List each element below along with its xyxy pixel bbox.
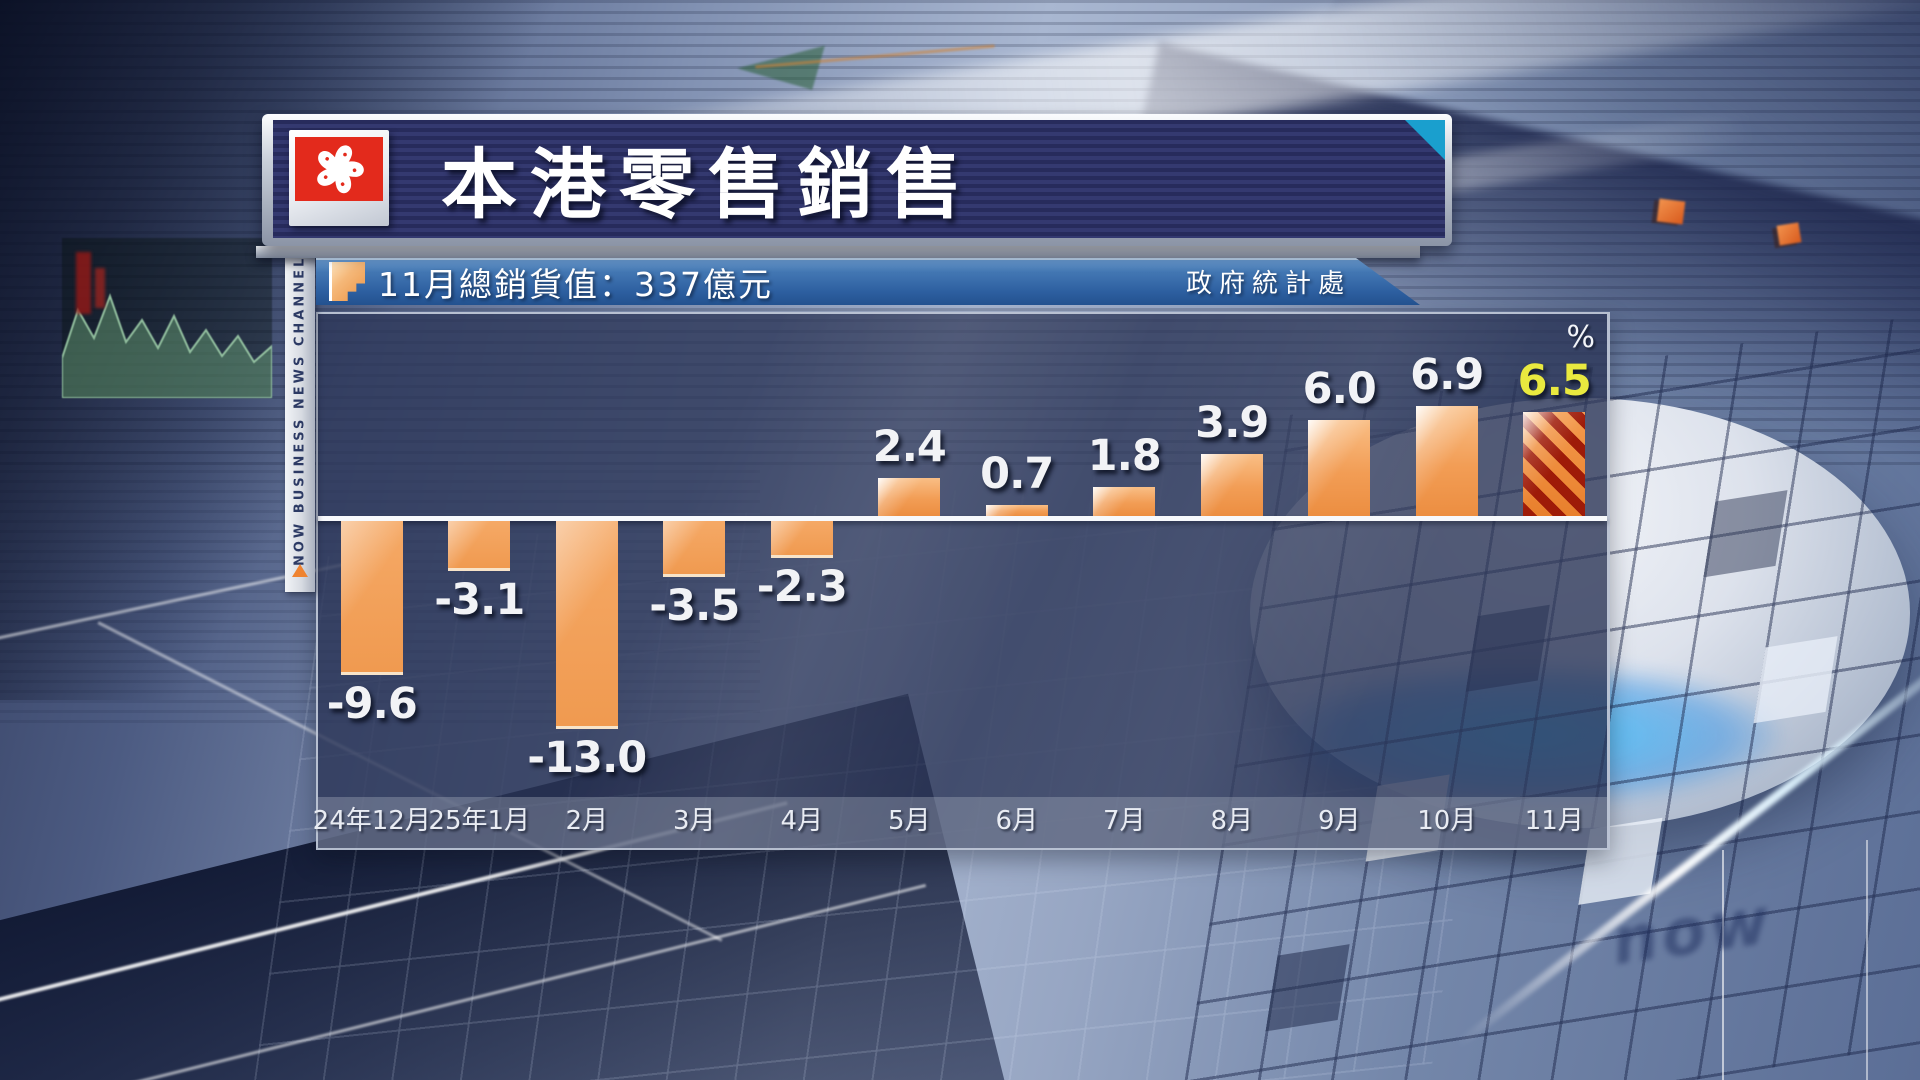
data-source-label: 政府統計處: [1186, 269, 1352, 299]
bar-value-label: -3.5: [649, 581, 740, 631]
x-axis-label: 8月: [1210, 806, 1254, 836]
bar-value-label: -2.3: [756, 562, 848, 612]
x-axis-label: 2月: [565, 806, 609, 836]
title-banner: 本港零售銷售: [262, 114, 1452, 246]
x-axis-label: 10月: [1417, 806, 1477, 836]
bar: [663, 521, 726, 577]
bar: [1200, 454, 1263, 516]
bar-value-label: -9.6: [326, 679, 418, 729]
metal-divider: [256, 246, 1420, 258]
bar: [340, 521, 403, 675]
bar-value-label: 0.7: [980, 449, 1054, 499]
bg-checker-cell: [1265, 944, 1350, 1032]
subtitle-bar: 11月總銷貨值：337億元 政府統計處: [316, 258, 1420, 305]
bar: [1415, 406, 1478, 516]
chart-panel: % -9.6 24年12月 -3.1 25年1月 -13.0 2月 -3.5 3月 -2.3 4月…: [313, 312, 1610, 850]
bg-red-bar-2: [95, 268, 105, 308]
page-title: 本港零售銷售: [441, 140, 975, 229]
bar: [770, 521, 833, 558]
bar: [985, 505, 1048, 516]
x-axis-band: [318, 797, 1607, 848]
mini-sparkline-chart: [62, 293, 272, 398]
title-banner-inner: 本港零售銷售: [273, 120, 1445, 238]
bg-red-bar: [76, 252, 91, 314]
x-axis-label: 6月: [995, 806, 1039, 836]
bar-value-label: -3.1: [434, 575, 525, 625]
x-axis-label: 5月: [887, 806, 931, 836]
zero-axis-line: [318, 516, 1607, 521]
subtitle-text: 11月總銷貨值：337億元: [378, 264, 773, 304]
bar-value-label: 6.9: [1410, 350, 1484, 400]
triangle-marker-icon: [292, 564, 308, 577]
y-axis-unit-label: %: [1566, 320, 1595, 355]
bg-floating-cube: [1776, 222, 1802, 246]
x-axis-label: 9月: [1317, 806, 1361, 836]
bar: [1093, 487, 1156, 516]
x-axis-label: 3月: [672, 806, 716, 836]
bg-checker-cell: [1753, 636, 1838, 724]
bar: [448, 521, 511, 571]
x-axis-label: 11月: [1524, 806, 1584, 836]
x-axis-label: 4月: [780, 806, 824, 836]
bar-value-label: 2.4: [872, 422, 947, 472]
bg-mini-chart-panel: [62, 238, 272, 398]
channel-name-vertical: NOW BUSINESS NEWS CHANNEL: [292, 255, 308, 567]
flag-plate: [289, 130, 389, 226]
bar-value-label: 6.0: [1302, 364, 1377, 414]
bar-value-label: 3.9: [1195, 398, 1269, 448]
hong-kong-flag-icon: [295, 137, 383, 201]
chart-plot: -9.6 24年12月 -3.1 25年1月 -13.0 2月 -3.5 3月 -2.3 4月 2.…: [313, 314, 1607, 848]
bar-value-label: -13.0: [527, 733, 647, 783]
x-axis-label: 7月: [1102, 806, 1146, 836]
x-axis-label: 24年12月: [312, 806, 431, 836]
bar: [555, 521, 618, 729]
bg-vertical-line: [1866, 840, 1868, 1080]
bar: [878, 478, 941, 516]
cyan-corner-notch: [1405, 120, 1445, 160]
bg-floating-cube: [1656, 198, 1686, 225]
bg-checker-cell: [1703, 490, 1788, 578]
x-axis-label: 25年1月: [428, 806, 531, 836]
bar-value-label: 6.5: [1517, 356, 1592, 406]
channel-side-strip: NOW BUSINESS NEWS CHANNEL: [285, 256, 315, 592]
bar-highlighted: [1523, 412, 1586, 516]
bg-vertical-line: [1722, 850, 1724, 1080]
bar-value-label: 1.8: [1087, 431, 1162, 481]
orange-corner-icon: [329, 262, 365, 301]
bar: [1308, 420, 1371, 516]
